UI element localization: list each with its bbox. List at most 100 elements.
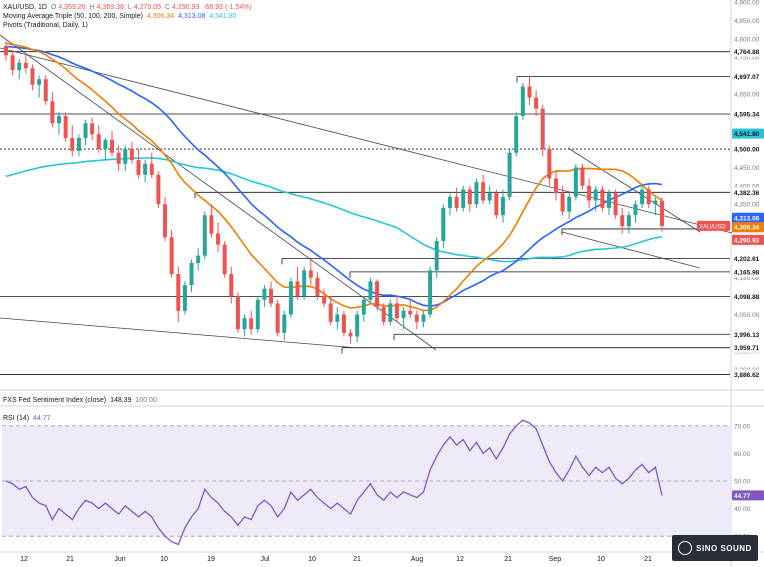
candle-body [388, 303, 393, 322]
rsi-label: RSI (14) [3, 415, 30, 422]
candle-body [63, 115, 68, 139]
trendline [0, 47, 733, 234]
pivot-tag-bg [732, 187, 764, 198]
candle [514, 112, 519, 157]
ma50-value: 4,306.34 [146, 13, 175, 20]
candle-body [633, 204, 638, 216]
candle-body [149, 163, 154, 175]
candle [408, 299, 413, 319]
candle-body [116, 152, 121, 164]
candle [547, 145, 552, 186]
pivot-tag-text: 4,165.98 [734, 269, 760, 276]
x-tick-label: 19 [207, 556, 215, 563]
candle [527, 75, 532, 105]
pivot-tag-bg [732, 291, 764, 302]
candle [116, 145, 121, 172]
candle [534, 90, 539, 116]
candle [235, 292, 240, 333]
logo-circle-icon [678, 541, 693, 555]
y-tick-label: 4,450.00 [734, 165, 760, 172]
candle-body [103, 139, 108, 150]
candle-body [434, 240, 439, 271]
candle [348, 329, 353, 344]
candle-body [540, 108, 545, 150]
pivot-tag-bg [732, 253, 764, 264]
candle-body [189, 263, 194, 286]
pivot-tag: 4,595.34 [732, 108, 764, 119]
trendline [567, 147, 701, 233]
candle [428, 266, 433, 319]
x-tick-label: 10 [597, 556, 605, 563]
x-tick-label: 12 [20, 556, 28, 563]
candle [209, 204, 214, 238]
pivot-tag-text: 3,959.71 [734, 345, 760, 352]
candle [249, 310, 254, 335]
candle-body [600, 189, 605, 208]
candle-body [169, 237, 174, 275]
candle [322, 288, 327, 308]
candle [341, 310, 346, 337]
price-tags: 4,764.88 4,697.07 4,595.34 4,500.00 4,382.36… [697, 46, 764, 501]
candle-body [660, 200, 664, 226]
candle [163, 196, 168, 241]
pivot-tag-bg [732, 46, 764, 57]
candle [282, 310, 287, 341]
candle-body [222, 244, 227, 275]
candle [288, 277, 293, 319]
candle [553, 171, 558, 201]
candle-body [414, 314, 419, 322]
candle-body [421, 314, 426, 322]
candle-body [50, 101, 55, 124]
sentiment-extra: 100.00 [135, 397, 157, 404]
x-tick-label: Aug [411, 556, 424, 563]
pivot-tag-bg [732, 71, 764, 82]
candle-body [129, 149, 134, 161]
candle [394, 296, 399, 322]
candle [302, 266, 307, 300]
pivots-legend-label: Pivots (Traditional, Daily, 1) [3, 22, 88, 29]
candle [196, 248, 201, 271]
candle [123, 145, 128, 172]
candle-body [527, 86, 532, 98]
candle-body [560, 193, 565, 212]
candle [626, 211, 631, 234]
candle [110, 130, 115, 157]
candle [169, 229, 174, 278]
candle [136, 149, 141, 179]
candle-body [288, 281, 293, 315]
candles[interactable] [4, 40, 664, 344]
candle-body [341, 314, 346, 333]
x-tick-label: Jun [114, 556, 125, 563]
candle [454, 187, 459, 212]
candle-body [96, 134, 101, 150]
candle-body [202, 215, 207, 256]
candle [361, 296, 366, 322]
candle-body [368, 281, 373, 300]
candle [375, 279, 380, 311]
candle [633, 200, 638, 223]
candle [176, 266, 181, 322]
candle [441, 204, 446, 249]
pivot-tag-text: 4,697.07 [734, 74, 760, 81]
pivots-legend: Pivots (Traditional, Daily, 1) [3, 21, 90, 30]
last-price-tag-bg [732, 234, 764, 245]
y-tick-label: 4,350.00 [734, 202, 760, 209]
candle-body [176, 274, 181, 311]
ohlc-c-value: 4,290.93 [172, 4, 200, 11]
ma-legend: Moving Average Triple (50, 100, 200, Sim… [3, 12, 239, 21]
candle-body [607, 193, 611, 208]
ohlc-o-label: O [50, 4, 57, 11]
ma100-tag-bg [732, 212, 764, 223]
ma-legend-label: Moving Average Triple (50, 100, 200, Sim… [3, 13, 143, 20]
x-tick-label: Sep [549, 556, 562, 563]
sentiment-value: 148.39 [110, 397, 132, 404]
pivot-tag: 4,764.88 [732, 46, 764, 57]
candle-body [355, 314, 360, 337]
candle-body [375, 281, 380, 308]
last-price-tag: 4,290.93 [732, 234, 764, 245]
trendline [561, 231, 701, 269]
candle-body [553, 178, 558, 194]
rsi-band [2, 425, 730, 537]
ohlc-h-label: H [89, 4, 95, 11]
candle-body [57, 115, 61, 124]
